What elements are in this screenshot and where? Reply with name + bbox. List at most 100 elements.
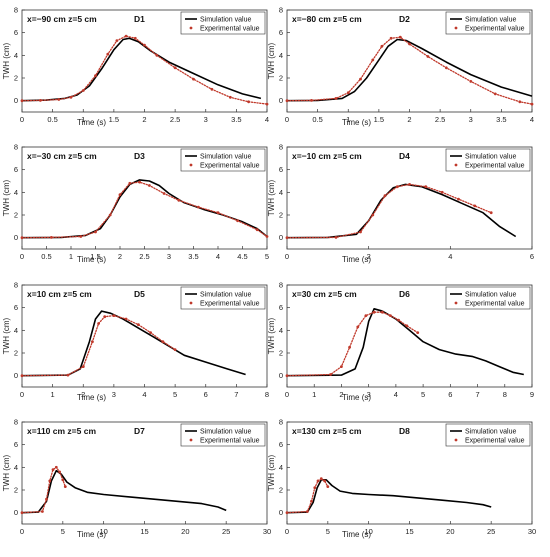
y-tick-label: 2 (279, 211, 283, 220)
legend-box (180, 286, 266, 310)
y-tick-label: 8 (14, 143, 18, 152)
experimental-point (137, 323, 140, 327)
x-tick-label: 4 (448, 252, 452, 261)
y-tick-label: 4 (279, 326, 283, 335)
experimental-point (397, 318, 400, 322)
experimental-point (247, 100, 251, 104)
x-axis-label: Time (s) (77, 118, 106, 127)
panel-condition: x=30 cm z=5 cm (292, 289, 357, 299)
experimental-point (81, 365, 85, 368)
experimental-point (334, 97, 338, 100)
y-tick-label: 8 (279, 281, 283, 290)
experimental-point (383, 194, 387, 198)
x-tick-label: 5 (265, 252, 269, 261)
experimental-point (149, 331, 153, 334)
x-tick-label: 5 (326, 527, 330, 536)
experimental-trace (286, 183, 492, 239)
experimental-point (133, 36, 137, 40)
y-tick-label: 0 (14, 233, 18, 242)
experimental-point (389, 314, 392, 317)
experimental-point (469, 80, 473, 83)
experimental-point (265, 235, 269, 238)
experimental-point (66, 373, 70, 377)
panel-condition: x=110 cm z=5 cm (27, 426, 96, 436)
experimental-point (424, 185, 428, 189)
experimental-point (138, 180, 142, 184)
plot-area (286, 284, 533, 388)
y-tick-label: 8 (279, 143, 283, 152)
experimental-point (103, 315, 107, 319)
x-tick-label: 1 (312, 390, 316, 399)
y-tick-label: 4 (279, 51, 283, 60)
legend-exp-swatch (189, 301, 193, 305)
experimental-point (155, 53, 159, 57)
x-tick-label: 0 (285, 115, 289, 124)
y-tick-label: 8 (14, 6, 18, 15)
y-tick-label: 6 (279, 28, 283, 37)
y-tick-label: 6 (14, 303, 18, 312)
x-tick-label: 1.5 (109, 115, 119, 124)
y-tick-label: 6 (14, 165, 18, 174)
y-tick-label: 0 (14, 96, 18, 105)
y-tick-label: 0 (14, 371, 18, 380)
panel-title: D8 (399, 426, 410, 436)
y-tick-label: 2 (279, 74, 283, 83)
legend-box (445, 423, 531, 447)
x-tick-label: 2.5 (435, 115, 445, 124)
x-tick-label: 0 (285, 390, 289, 399)
experimental-point (197, 205, 200, 209)
x-tick-label: 2 (81, 390, 85, 399)
experimental-point (372, 310, 376, 314)
experimental-point (416, 331, 420, 334)
y-tick-label: 4 (279, 463, 283, 472)
experimental-point (310, 99, 313, 102)
x-axis-label: Time (s) (77, 393, 106, 402)
x-tick-label: 2 (367, 252, 371, 261)
legend: Simulation value Experimental value (445, 11, 531, 35)
y-tick-label: 6 (14, 440, 18, 449)
x-tick-label: 3 (167, 252, 171, 261)
x-tick-label: 10 (99, 527, 107, 536)
x-tick-label: 0.5 (312, 115, 322, 124)
experimental-point (41, 510, 44, 513)
y-tick-label: 4 (14, 326, 18, 335)
x-tick-label: 4 (142, 390, 146, 399)
y-axis-label: TWH (cm) (2, 179, 11, 216)
experimental-point (61, 478, 65, 482)
experimental-point (210, 87, 214, 91)
experimental-point (359, 230, 362, 234)
legend-sim-label: Simulation value (200, 292, 251, 299)
y-tick-label: 4 (14, 188, 18, 197)
y-tick-label: 2 (279, 349, 283, 358)
legend-exp-label: Experimental value (465, 301, 525, 308)
y-axis-label: TWH (cm) (2, 317, 11, 354)
chart-panel-d6: 0 1 2 3 4 5 6 7 8 9 0 2 4 6 8 Time (s) TWH (cm) x=30 cm z… (267, 281, 534, 403)
simulation-line (21, 469, 227, 514)
x-tick-label: 0 (20, 390, 24, 399)
legend: Simulation value Experimental value (445, 423, 531, 447)
experimental-point (326, 485, 330, 488)
y-tick-label: 0 (279, 371, 283, 380)
legend-sim-label: Simulation value (465, 17, 516, 24)
chart-panel-d1: 0 0.5 1 1.5 2 2.5 3 3.5 4 0 2 4 6 8 Time (s) TWH (cm) x=… (2, 6, 269, 128)
x-tick-label: 3.5 (231, 115, 241, 124)
legend: Simulation value Experimental value (180, 286, 266, 310)
experimental-point (380, 310, 384, 314)
experimental-point (316, 479, 320, 483)
legend-exp-swatch (454, 438, 458, 442)
y-axis-label: TWH (cm) (2, 454, 11, 491)
legend-exp-swatch (454, 301, 458, 305)
experimental-point (81, 89, 85, 92)
simulation-line (286, 38, 533, 102)
experimental-trace (286, 311, 419, 377)
legend-sim-label: Simulation value (200, 17, 251, 24)
panel-title: D7 (134, 426, 145, 436)
x-tick-label: 4 (265, 115, 269, 124)
x-tick-label: 25 (222, 527, 230, 536)
y-tick-label: 2 (14, 211, 18, 220)
x-tick-label: 6 (448, 390, 452, 399)
x-tick-label: 15 (405, 527, 413, 536)
x-tick-label: 7 (475, 390, 479, 399)
x-tick-label: 3 (469, 115, 473, 124)
